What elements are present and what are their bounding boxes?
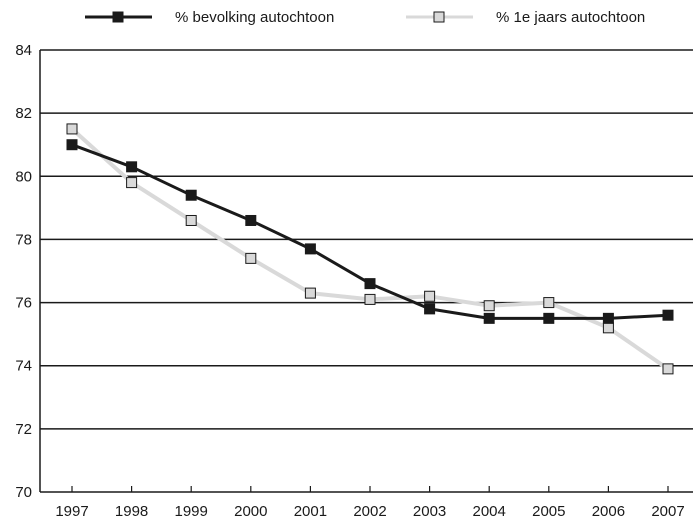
y-tick-label: 82 (15, 105, 32, 122)
series-1 (66, 139, 674, 324)
data-point (424, 303, 436, 315)
legend-item: % 1e jaars autochtoon (406, 9, 645, 26)
data-point (483, 300, 495, 312)
y-tick-label: 72 (15, 421, 32, 438)
y-tick-label: 84 (15, 42, 32, 59)
x-tick-label: 2001 (294, 503, 327, 520)
data-point (245, 214, 257, 226)
legend-label: % 1e jaars autochtoon (496, 9, 645, 26)
x-tick-label: 2005 (532, 503, 565, 520)
x-tick-label: 1998 (115, 503, 148, 520)
series-line (70, 127, 670, 371)
data-point (602, 312, 614, 324)
x-tick-label: 2000 (234, 503, 267, 520)
y-tick-label: 70 (15, 484, 32, 501)
y-tick-label: 76 (15, 295, 32, 312)
y-tick-label: 80 (15, 168, 32, 185)
data-point (543, 312, 555, 324)
x-tick-label: 2003 (413, 503, 446, 520)
data-point (543, 297, 555, 309)
data-point (662, 309, 674, 321)
x-tick-label: 2004 (473, 503, 506, 520)
data-point (304, 243, 316, 255)
x-tick-label: 2006 (592, 503, 625, 520)
data-point (304, 287, 316, 299)
legend-swatch-marker (433, 11, 445, 23)
legend-label: % bevolking autochtoon (175, 9, 334, 26)
x-tick-label: 2002 (353, 503, 386, 520)
x-tick-label: 1997 (55, 503, 88, 520)
legend: % bevolking autochtoon % 1e jaars autoch… (85, 9, 645, 26)
series-layer (66, 123, 674, 375)
y-tick-label: 74 (15, 358, 32, 375)
data-point (364, 278, 376, 290)
data-point (126, 161, 138, 173)
gridlines (40, 49, 693, 430)
data-point (602, 322, 614, 334)
series-line (71, 143, 669, 320)
data-point (245, 252, 257, 264)
axes: 70 72 74 76 78 80 82 84 1997 1998 1999 2000 2001 2002… (15, 42, 693, 520)
data-point (662, 363, 674, 375)
y-tick-label: 78 (15, 231, 32, 248)
x-tick-label: 2007 (651, 503, 684, 520)
data-point (66, 139, 78, 151)
legend-item: % bevolking autochtoon (85, 9, 334, 26)
data-point (483, 312, 495, 324)
legend-swatch-marker (112, 11, 124, 23)
data-point (126, 177, 138, 189)
data-point (185, 189, 197, 201)
data-point (364, 293, 376, 305)
x-tick-label: 1999 (175, 503, 208, 520)
series-2 (66, 123, 674, 375)
data-point (66, 123, 78, 135)
data-point (185, 214, 197, 226)
data-point (424, 290, 436, 302)
